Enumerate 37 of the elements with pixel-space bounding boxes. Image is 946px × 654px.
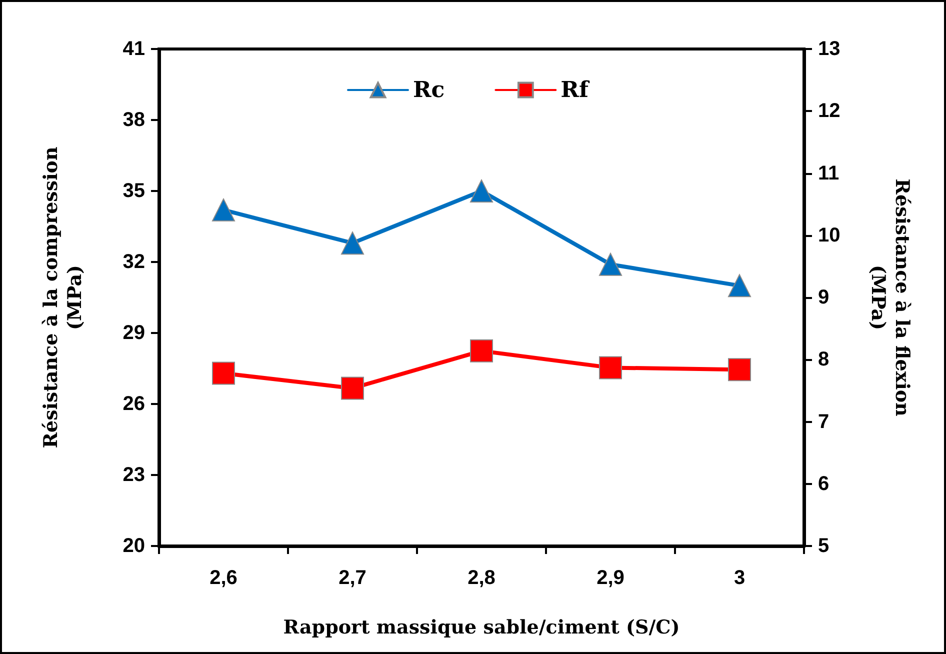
point — [599, 356, 622, 380]
y-tick-label: 20 — [122, 535, 145, 557]
y2-tick-label: 7 — [818, 410, 830, 433]
y-axis-title: Résistance à la compression (MPa) — [40, 146, 86, 448]
point — [470, 180, 493, 202]
x-tick-label: 2,6 — [210, 567, 238, 589]
y2-tick-label: 8 — [818, 348, 830, 371]
y2-tick-label: 6 — [818, 472, 830, 495]
point — [728, 274, 751, 298]
y2-tick-label: 11 — [818, 162, 840, 184]
legend-label: Rc — [413, 77, 445, 103]
y2-tick-label: 10 — [818, 224, 840, 246]
y2-tick-label: 5 — [818, 535, 830, 557]
y2-tick-label: 9 — [818, 286, 830, 308]
y-tick-label: 41 — [122, 38, 145, 60]
x-tick-label: 3 — [734, 567, 746, 589]
y-tick-label: 29 — [122, 322, 145, 344]
point — [470, 339, 493, 362]
y-tick-label: 32 — [122, 251, 145, 273]
point — [341, 232, 364, 255]
legend-label: Rf — [560, 77, 590, 103]
point — [728, 358, 751, 382]
y2-axis-title: Résistance à la flexion (MPa) — [867, 178, 913, 417]
y2-tick-label: 12 — [818, 100, 840, 122]
y2-tick-label: 13 — [818, 38, 840, 60]
y-tick-label: 26 — [122, 393, 145, 415]
point — [341, 376, 364, 400]
x-axis-title: Rapport massique sable/ciment (S/C) — [283, 616, 680, 638]
point — [212, 198, 235, 222]
x-tick-label: 2,7 — [338, 567, 366, 589]
point — [599, 252, 622, 276]
y-tick-label: 23 — [122, 464, 145, 486]
x-tick-label: 2,8 — [468, 567, 496, 589]
point — [212, 362, 235, 385]
x-tick-label: 2,9 — [596, 567, 624, 589]
y-tick-label: 38 — [122, 109, 145, 131]
y-tick-label: 35 — [122, 180, 145, 202]
